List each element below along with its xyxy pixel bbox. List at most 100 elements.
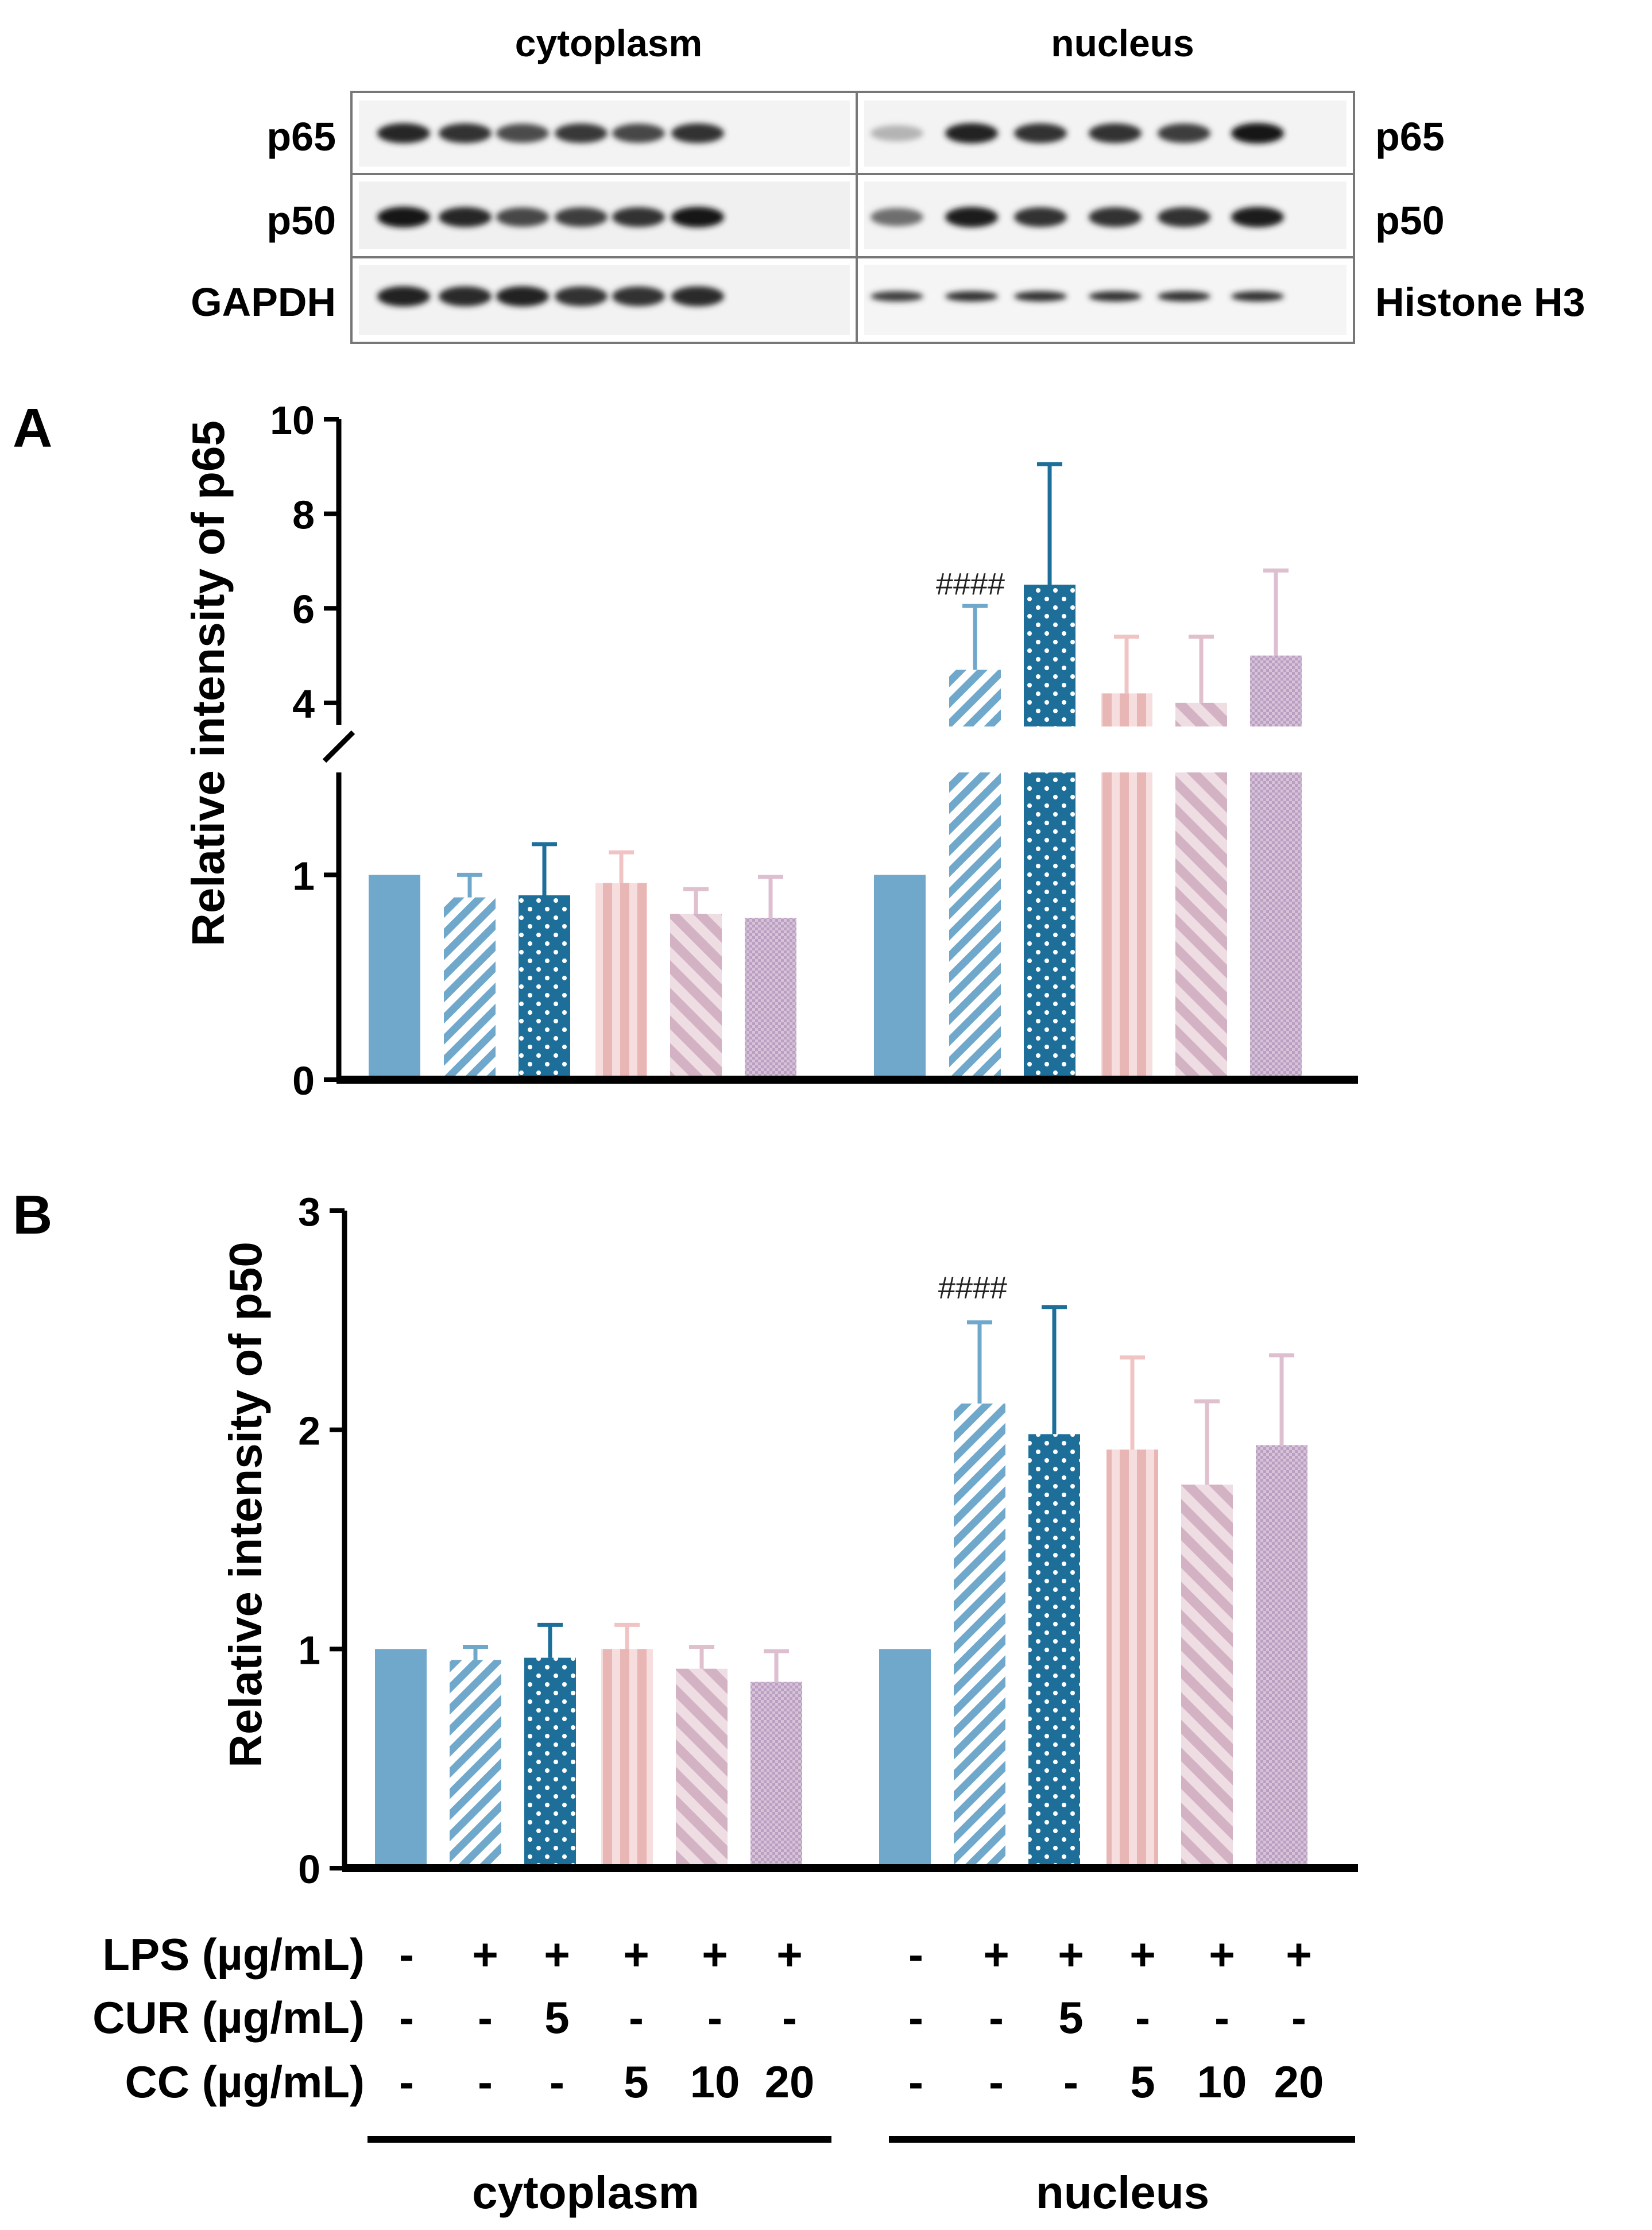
panel-a-bar-nucleus-6-lower	[1250, 772, 1302, 1080]
panel-b-letter: B	[13, 1184, 52, 1246]
blot-band-nucleus-row1-lane2	[945, 123, 998, 144]
blot-band-nucleus-row2-lane2	[945, 207, 998, 227]
panel-a-ytick-label: 4	[292, 682, 315, 726]
treatment-label-lps: LPS (µg/mL)	[102, 1929, 365, 1980]
blot-band-cytoplasm-row3-lane5	[612, 286, 665, 307]
blot-band-cytoplasm-row2-lane2	[439, 207, 492, 227]
panel-b-ytick-label: 2	[298, 1409, 320, 1454]
blot-band-cytoplasm-row3-lane1	[377, 286, 430, 307]
treatment-lps-value: -	[399, 1929, 414, 1980]
treatment-cc-value: 10	[690, 2057, 740, 2107]
blot-label-left-gapdh: GAPDH	[191, 280, 336, 324]
treatment-cc-value: 5	[1130, 2057, 1155, 2107]
panel-b-bar-cytoplasm-4	[601, 1649, 653, 1868]
treatment-cc-value: 20	[765, 2057, 815, 2107]
blot-band-nucleus-row2-lane5	[1158, 207, 1210, 227]
blot-band-nucleus-row1-lane6	[1231, 123, 1284, 144]
treatment-lps-value: +	[702, 1929, 728, 1980]
panel-b-bar-cytoplasm-3	[524, 1657, 576, 1868]
panel-b-ytick-label: 3	[298, 1189, 320, 1234]
panel-a-bar-cytoplasm-6	[745, 918, 796, 1080]
treatment-cur-value: 5	[1058, 1992, 1083, 2043]
treatment-cur-value: 5	[544, 1992, 569, 2043]
blot-band-cytoplasm-row1-lane1	[377, 123, 430, 144]
panel-a-bar-nucleus-1	[874, 875, 926, 1080]
treatment-cur-value: -	[782, 1992, 797, 2043]
blot-band-nucleus-row3-lane1	[871, 291, 923, 302]
panel-a-ytick-label: 0	[292, 1058, 315, 1103]
panel-a-bar-cytoplasm-1	[369, 875, 420, 1080]
blot-label-left-p65: p65	[266, 114, 336, 159]
blot-band-nucleus-row3-lane3	[1014, 291, 1067, 302]
treatment-cur-value: -	[629, 1992, 644, 2043]
blot-band-nucleus-row3-lane2	[945, 291, 998, 302]
blot-band-cytoplasm-row2-lane4	[555, 207, 608, 227]
blot-band-nucleus-row1-lane4	[1089, 123, 1142, 144]
panel-a-ytick-label: 1	[292, 853, 315, 898]
treatment-cc-value: -	[1063, 2057, 1078, 2107]
panel-b: B Relative intensity of p50 0 1 2 3 ####	[13, 1184, 1358, 1892]
panel-a-bar-nucleus-3-upper	[1024, 585, 1075, 726]
treatment-lps-value: +	[1058, 1929, 1084, 1980]
blot-band-cytoplasm-row2-lane6	[671, 207, 724, 227]
treatment-cur-value: -	[1135, 1992, 1150, 2043]
blot-label-right-p50: p50	[1375, 198, 1445, 243]
treatment-lps-value: +	[472, 1929, 498, 1980]
blot-header-nucleus: nucleus	[1051, 22, 1194, 64]
treatment-lps-value: -	[908, 1929, 923, 1980]
treatment-cc-value: 20	[1274, 2057, 1324, 2107]
treatment-lps-value: +	[776, 1929, 803, 1980]
panel-b-ytick-label: 0	[298, 1847, 320, 1892]
blot-band-cytoplasm-row3-lane6	[671, 286, 724, 307]
blot-band-cytoplasm-row2-lane3	[496, 207, 549, 227]
treatment-cc-value: -	[478, 2057, 493, 2107]
blot-band-cytoplasm-row1-lane4	[555, 123, 608, 144]
panel-b-bar-nucleus-6	[1256, 1445, 1307, 1868]
panel-b-ytick-label: 1	[298, 1628, 320, 1672]
blot-band-nucleus-row1-lane5	[1158, 123, 1210, 143]
panel-a-bar-nucleus-2-upper	[949, 670, 1001, 726]
treatment-cur-value: -	[399, 1992, 414, 2043]
panel-a-bar-cytoplasm-4	[595, 883, 647, 1080]
panel-a-bar-nucleus-5-lower	[1175, 772, 1227, 1080]
treatment-table: LPS (µg/mL) CUR (µg/mL) CC (µg/mL) - + + + +…	[92, 1929, 1355, 2218]
blot-band-nucleus-row3-lane6	[1231, 291, 1284, 302]
panel-b-significance-annotation: ####	[938, 1271, 1007, 1305]
treatment-cur-value: -	[707, 1992, 722, 2043]
panel-b-bar-cytoplasm-2	[450, 1660, 501, 1868]
blot-frame-nucleus	[856, 91, 1355, 344]
treatment-label-cur: CUR (µg/mL)	[92, 1992, 365, 2043]
group-label-nucleus: nucleus	[1036, 2167, 1209, 2218]
blot-label-right-p65: p65	[1375, 114, 1445, 159]
blot-band-cytoplasm-row1-lane6	[671, 123, 724, 144]
treatment-cur-value: -	[908, 1992, 923, 2043]
treatment-cc-value: 10	[1197, 2057, 1247, 2107]
treatment-cc-value: -	[550, 2057, 564, 2107]
blot-band-cytoplasm-row3-lane4	[555, 286, 608, 307]
panel-a-bar-cytoplasm-5	[670, 914, 722, 1080]
panel-a-ylabel: Relative intensity of p65	[183, 420, 234, 946]
treatment-lps-value: +	[1209, 1929, 1235, 1980]
panel-a-bar-nucleus-3-lower	[1024, 772, 1075, 1080]
panel-a-bar-cytoplasm-2	[444, 897, 496, 1080]
panel-a-bar-nucleus-6-upper	[1250, 655, 1302, 726]
panel-a: A Relative intensity of p65 0 1 4 6 8 10 ####	[13, 397, 1358, 1103]
panel-a-ytick-label: 6	[292, 587, 315, 632]
blot-band-nucleus-row1-lane3	[1014, 123, 1067, 144]
panel-a-letter: A	[13, 397, 52, 459]
blot-band-cytoplasm-row2-lane5	[612, 207, 665, 227]
panel-a-ytick-label: 8	[292, 493, 315, 538]
treatment-lps-value: +	[544, 1929, 570, 1980]
treatment-cc-value: -	[989, 2057, 1004, 2107]
blot-band-cytoplasm-row1-lane3	[496, 123, 549, 143]
treatment-lps-value: +	[983, 1929, 1009, 1980]
treatment-lps-value: +	[1286, 1929, 1312, 1980]
blot-band-cytoplasm-row3-lane3	[496, 286, 549, 307]
blot-label-right-histone-h3: Histone H3	[1375, 280, 1585, 324]
panel-a-bar-nucleus-5-upper	[1175, 702, 1227, 726]
blot-band-cytoplasm-row2-lane1	[377, 207, 430, 227]
panel-a-significance-annotation: ####	[936, 567, 1005, 601]
treatment-cc-value: 5	[624, 2057, 648, 2107]
blot-band-cytoplasm-row3-lane2	[439, 286, 492, 307]
panel-b-bar-nucleus-4	[1107, 1450, 1158, 1868]
